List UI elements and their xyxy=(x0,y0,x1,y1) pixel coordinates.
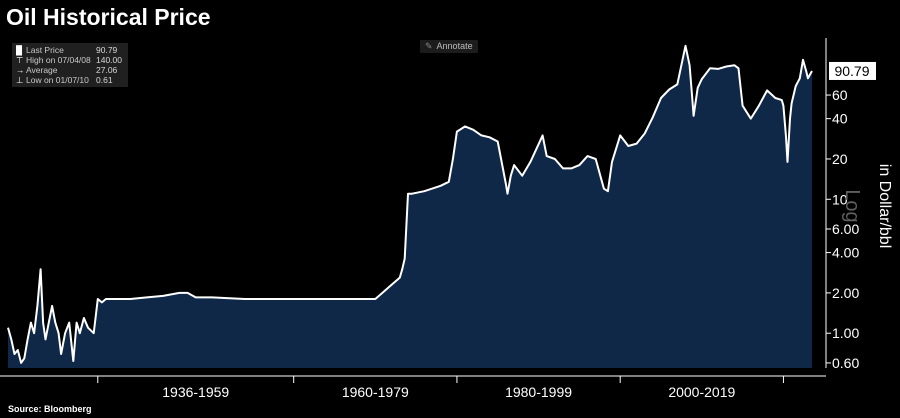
high-marker-icon: ⊤ xyxy=(16,55,24,65)
chart-title: Oil Historical Price xyxy=(6,4,211,30)
pencil-icon: ✎ xyxy=(425,41,433,51)
y-tick-label: 2.00 xyxy=(832,285,859,301)
low-marker-icon: ⊥ xyxy=(16,75,24,85)
x-period-label: 2000-2019 xyxy=(668,384,735,400)
y-tick-label: 60 xyxy=(832,87,848,103)
legend-row-last: █ Last Price 90.79 xyxy=(16,45,122,55)
legend-row-high: ⊤ High on 07/04/08 140.00 xyxy=(16,55,122,65)
price-line xyxy=(7,44,813,364)
legend-box: █ Last Price 90.79 ⊤ High on 07/04/08 14… xyxy=(12,43,128,87)
y-tick-label: 10 xyxy=(832,191,848,207)
annotate-button[interactable]: ✎ Annotate xyxy=(420,40,478,53)
legend-value: 27.06 xyxy=(96,65,118,75)
legend-label: Low on 01/07/10 xyxy=(26,75,89,85)
x-period-label: 1936-1959 xyxy=(162,384,229,400)
legend-value: 140.00 xyxy=(96,55,122,65)
annotate-label: Annotate xyxy=(436,41,473,51)
y-tick-label: 40 xyxy=(832,111,848,127)
last-price-badge xyxy=(829,61,876,80)
y-tick-label: 0.60 xyxy=(832,355,859,371)
last-price-label: 90.79 xyxy=(834,63,869,79)
y-axis-label: in Dollar/bbl xyxy=(876,164,893,248)
y-tick-label: 6.00 xyxy=(832,221,859,237)
legend-row-low: ⊥ Low on 01/07/10 0.61 xyxy=(16,75,122,85)
legend-value: 90.79 xyxy=(96,45,118,55)
y-tick-label: 1.00 xyxy=(832,325,859,341)
scale-label: Log xyxy=(841,189,863,222)
legend-label: Last Price xyxy=(26,45,64,55)
x-period-label: 1980-1999 xyxy=(505,384,572,400)
legend-label: High on 07/04/08 xyxy=(26,55,91,65)
y-tick-label: 4.00 xyxy=(832,245,859,261)
legend-value: 0.61 xyxy=(96,75,113,85)
price-area xyxy=(8,45,812,369)
average-marker-icon: → xyxy=(16,65,25,75)
y-tick-label: 20 xyxy=(832,151,848,167)
source-note: Source: Bloomberg xyxy=(8,404,92,414)
legend-label: Average xyxy=(26,65,58,75)
legend-row-average: → Average 27.06 xyxy=(16,65,122,75)
last-price-marker-icon: █ xyxy=(16,45,23,55)
x-period-label: 1960-1979 xyxy=(342,384,409,400)
